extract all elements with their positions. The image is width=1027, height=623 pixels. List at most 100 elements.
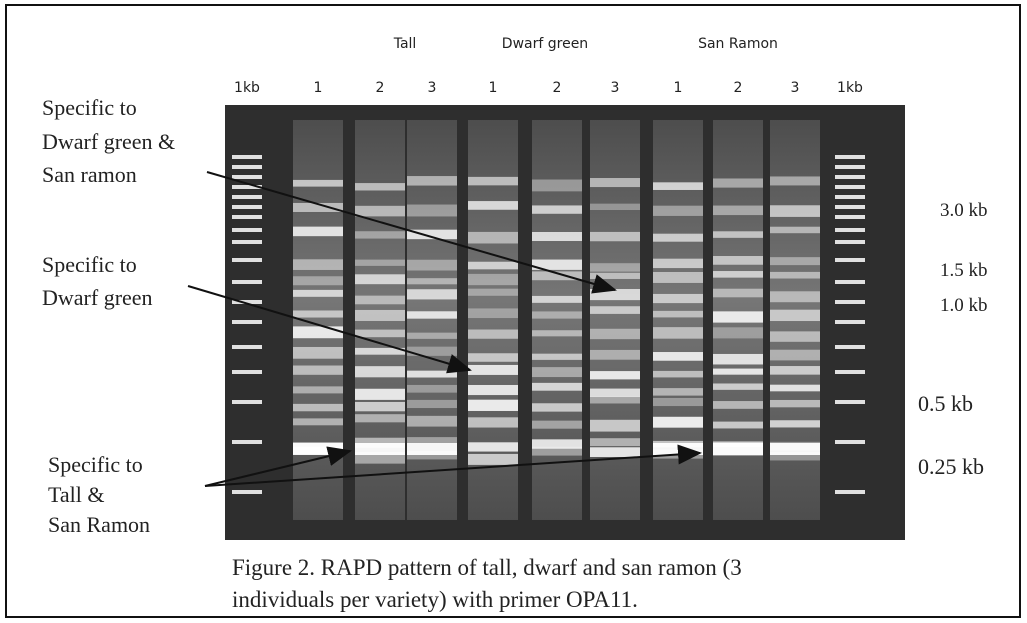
band — [232, 175, 262, 179]
band — [532, 354, 582, 360]
band — [590, 232, 640, 241]
lane-label: 2 — [376, 80, 385, 96]
band — [355, 389, 405, 400]
band — [468, 262, 518, 270]
band — [232, 228, 262, 232]
band — [232, 258, 262, 262]
band — [293, 347, 343, 359]
band — [770, 400, 820, 407]
band — [468, 201, 518, 210]
band — [355, 310, 405, 321]
band — [293, 404, 343, 411]
band — [770, 310, 820, 321]
band — [232, 370, 262, 374]
band — [770, 227, 820, 233]
band — [835, 185, 865, 189]
band — [293, 180, 343, 187]
lane-label: 1 — [489, 80, 498, 96]
band — [468, 232, 518, 244]
band — [355, 443, 405, 455]
band — [713, 354, 763, 365]
band — [835, 175, 865, 179]
band — [713, 206, 763, 216]
band — [713, 311, 763, 322]
band — [653, 388, 703, 395]
band — [355, 402, 405, 411]
lane-label: 1kb — [234, 80, 260, 96]
band — [653, 398, 703, 406]
band — [532, 205, 582, 213]
band — [532, 367, 582, 377]
band — [355, 366, 405, 377]
band — [293, 276, 343, 285]
band — [713, 271, 763, 278]
band — [713, 289, 763, 298]
band — [835, 258, 865, 262]
band — [713, 178, 763, 187]
band — [590, 371, 640, 379]
band — [232, 490, 262, 494]
band — [653, 206, 703, 216]
band — [468, 308, 518, 318]
band — [653, 182, 703, 190]
band — [590, 329, 640, 339]
band — [232, 155, 262, 159]
band — [770, 350, 820, 361]
band — [713, 369, 763, 375]
lane — [653, 120, 703, 520]
band — [835, 320, 865, 324]
band — [407, 260, 457, 271]
band — [835, 215, 865, 219]
band — [532, 296, 582, 303]
band — [355, 231, 405, 238]
band — [713, 443, 763, 455]
band — [407, 437, 457, 443]
band — [590, 397, 640, 404]
band — [407, 371, 457, 378]
band — [770, 366, 820, 375]
figure: Tall Dwarf green San Ramon 1kb1231231231… — [0, 0, 1027, 623]
band — [232, 240, 262, 244]
band — [532, 403, 582, 411]
band — [590, 273, 640, 279]
band — [835, 280, 865, 284]
band — [770, 331, 820, 341]
band — [407, 205, 457, 217]
annotation: Dwarf green — [42, 285, 153, 310]
annotation: San Ramon — [48, 512, 150, 537]
band — [407, 400, 457, 408]
band — [355, 206, 405, 217]
band — [835, 370, 865, 374]
band — [232, 215, 262, 219]
lane-label: 3 — [611, 80, 620, 96]
band — [770, 420, 820, 427]
band — [532, 421, 582, 429]
band — [835, 400, 865, 404]
band — [713, 327, 763, 338]
size-label: 1.5 kb — [940, 260, 988, 281]
band — [713, 401, 763, 409]
band — [293, 310, 343, 317]
band — [468, 442, 518, 451]
band — [770, 176, 820, 185]
band — [532, 383, 582, 391]
band — [293, 386, 343, 393]
annotation: Specific to — [42, 95, 137, 120]
annotation: Specific to — [42, 252, 137, 277]
lane-label: 1 — [314, 80, 323, 96]
band — [770, 257, 820, 265]
band — [653, 294, 703, 303]
band — [770, 291, 820, 302]
band — [770, 385, 820, 392]
band — [407, 311, 457, 318]
band — [835, 240, 865, 244]
band — [713, 231, 763, 238]
annotation: Tall & — [48, 482, 105, 507]
lane-label: 3 — [428, 80, 437, 96]
band — [232, 205, 262, 209]
band — [835, 155, 865, 159]
band — [468, 330, 518, 339]
band — [468, 400, 518, 411]
band — [590, 204, 640, 210]
lane-label: 3 — [791, 80, 800, 96]
